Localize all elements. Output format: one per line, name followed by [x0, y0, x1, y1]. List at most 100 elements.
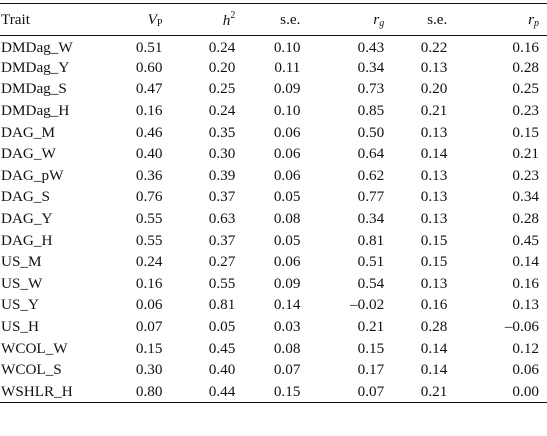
cell-se-rg: 0.22: [420, 39, 448, 57]
cell-rg: 0.85: [357, 102, 385, 120]
cell-h2: 0.45: [208, 339, 236, 357]
table-row: DAG_pW 0.36 0.39 0.06 0.62 0.13 0.23: [0, 165, 547, 187]
cell-trait: US_Y: [1, 296, 39, 314]
cell-rp: 0.25: [512, 80, 539, 98]
cell-vp: 0.16: [135, 274, 163, 292]
header-trait: Trait: [0, 3, 113, 36]
cell-se-h2: 0.05: [273, 231, 301, 249]
cell-se-h2: 0.09: [273, 274, 301, 292]
cell-rg: 0.62: [357, 166, 385, 184]
cell-rg: 0.64: [357, 145, 385, 163]
cell-h2: 0.44: [162, 381, 236, 404]
cell-se-h2: 0.07: [273, 361, 301, 379]
cell-vp: 0.07: [135, 318, 163, 336]
cell-vp: 0.51: [135, 39, 163, 57]
cell-rg: 0.07: [300, 381, 385, 404]
cell-rg: 0.34: [357, 210, 385, 228]
cell-trait: DMDag_S: [1, 80, 67, 98]
cell-se-h2: 0.10: [273, 102, 301, 120]
cell-h2: 0.30: [208, 145, 236, 163]
cell-rp: 0.14: [512, 253, 539, 271]
table-row: US_H 0.07 0.05 0.03 0.21 0.28 –0.06: [0, 316, 547, 338]
cell-rp: 0.15: [512, 123, 539, 141]
cell-se-rg: 0.15: [420, 231, 448, 249]
cell-rg: 0.77: [357, 188, 385, 206]
cell-rg: 0.21: [357, 318, 385, 336]
cell-vp: 0.24: [135, 253, 163, 271]
header-rp: rp: [447, 3, 547, 36]
cell-trait: DMDag_Y: [1, 58, 70, 76]
cell-se-h2: 0.05: [273, 188, 301, 206]
cell-se-rg: 0.14: [420, 145, 448, 163]
cell-se-rg: 0.13: [420, 123, 448, 141]
cell-rg: 0.81: [357, 231, 385, 249]
header-rp-subscript: p: [534, 17, 539, 29]
cell-h2: 0.27: [208, 253, 236, 271]
cell-se-rg: 0.28: [420, 318, 448, 336]
cell-trait: DAG_M: [1, 123, 56, 141]
cell-vp: 0.36: [135, 166, 163, 184]
table-row: US_M 0.24 0.27 0.06 0.51 0.15 0.14: [0, 251, 547, 273]
cell-trait: WSHLR_H: [0, 381, 113, 404]
cell-rp: 0.28: [512, 210, 539, 228]
cell-se-h2: 0.09: [273, 80, 301, 98]
cell-trait: US_W: [1, 274, 43, 292]
cell-rg: 0.73: [357, 80, 385, 98]
cell-se-h2: 0.03: [273, 318, 301, 336]
cell-rp: 0.06: [512, 361, 539, 379]
header-vp: VP: [112, 3, 163, 36]
cell-trait: DAG_W: [1, 145, 56, 163]
cell-trait: WCOL_S: [1, 361, 62, 379]
cell-rp: 0.23: [512, 166, 539, 184]
cell-vp: 0.30: [135, 361, 163, 379]
cell-rg: 0.17: [357, 361, 385, 379]
header-rg-symbol: r: [373, 10, 380, 28]
cell-rp: 0.12: [512, 339, 539, 357]
cell-rp: 0.13: [512, 296, 539, 314]
cell-h2: 0.63: [208, 210, 236, 228]
cell-vp: 0.40: [135, 145, 163, 163]
table-row: DAG_M 0.46 0.35 0.06 0.50 0.13 0.15: [0, 122, 547, 144]
genetic-parameters-table: Trait VP h2 s.e. rg s.e. rp DMDag_W 0.51 0…: [0, 3, 547, 404]
cell-se-h2: 0.08: [273, 339, 301, 357]
table-row: DMDag_Y 0.60 0.20 0.11 0.34 0.13 0.28: [0, 57, 547, 79]
cell-trait: DMDag_W: [1, 39, 73, 57]
cell-rg: –0.02: [350, 296, 385, 314]
cell-vp: 0.47: [135, 80, 163, 98]
header-se-rg: s.e.: [384, 3, 448, 36]
cell-se-rg: 0.14: [420, 361, 448, 379]
cell-rg: 0.34: [357, 58, 385, 76]
cell-trait: US_M: [1, 253, 42, 271]
cell-se-h2: 0.11: [274, 58, 301, 76]
cell-h2: 0.40: [208, 361, 236, 379]
cell-vp: 0.16: [135, 102, 163, 120]
cell-h2: 0.25: [208, 80, 236, 98]
table-header: Trait VP h2 s.e. rg s.e. rp: [0, 3, 547, 36]
cell-rp: 0.23: [512, 102, 539, 120]
table-row: US_Y 0.06 0.81 0.14 –0.02 0.16 0.13: [0, 295, 547, 317]
cell-rp: 0.16: [512, 39, 539, 57]
cell-rg: 0.15: [357, 339, 385, 357]
cell-se-rg: 0.13: [420, 188, 448, 206]
header-row: Trait VP h2 s.e. rg s.e. rp: [0, 3, 547, 36]
cell-se-h2: 0.06: [273, 166, 301, 184]
header-rg: rg: [300, 3, 385, 36]
table-row: DMDag_S 0.47 0.25 0.09 0.73 0.20 0.25: [0, 79, 547, 101]
cell-h2: 0.39: [208, 166, 236, 184]
cell-vp: 0.55: [135, 210, 163, 228]
cell-se-h2: 0.15: [235, 381, 301, 404]
cell-h2: 0.24: [208, 102, 236, 120]
table-row: DMDag_H 0.16 0.24 0.10 0.85 0.21 0.23: [0, 100, 547, 122]
cell-h2: 0.37: [208, 231, 236, 249]
cell-se-rg: 0.13: [420, 166, 448, 184]
table-body: DMDag_W 0.51 0.24 0.10 0.43 0.22 0.16 DMDag_Y 0.…: [0, 36, 547, 404]
cell-vp: 0.60: [135, 58, 163, 76]
table-row: WCOL_S 0.30 0.40 0.07 0.17 0.14 0.06: [0, 359, 547, 381]
cell-trait: US_H: [1, 318, 39, 336]
cell-rg: 0.43: [357, 39, 385, 57]
table-row: WSHLR_H 0.80 0.44 0.15 0.07 0.21 0.00: [0, 381, 547, 404]
header-h2-superscript: 2: [230, 9, 236, 21]
table-row: WCOL_W 0.15 0.45 0.08 0.15 0.14 0.12: [0, 338, 547, 360]
cell-h2: 0.20: [208, 58, 236, 76]
